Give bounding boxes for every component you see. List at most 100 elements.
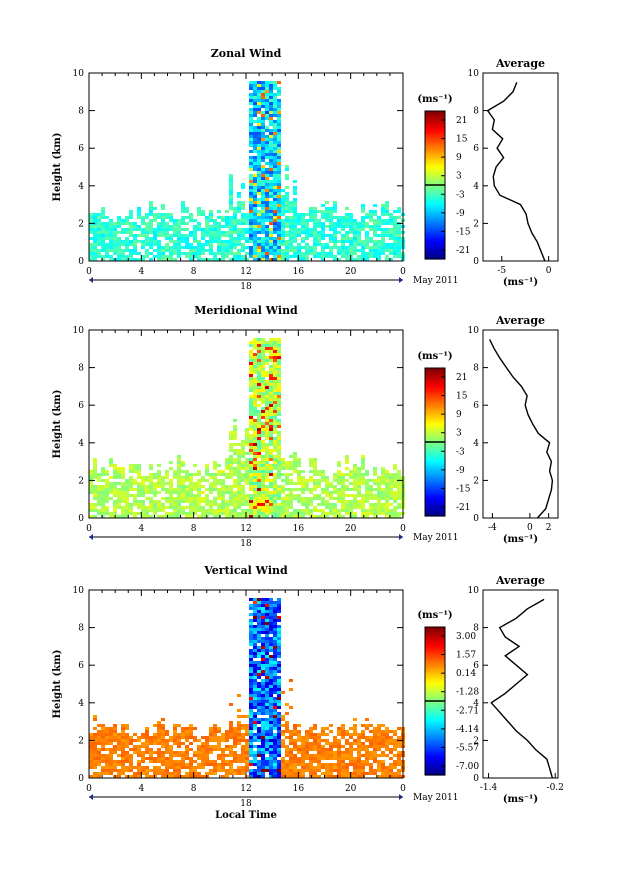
heatmap-cell [269, 240, 273, 243]
heatmap-cell [213, 769, 217, 772]
heatmap-cell [221, 766, 225, 769]
heatmap-cell [149, 482, 153, 485]
heatmap-cell [197, 210, 201, 213]
heatmap-cell [273, 210, 277, 213]
heatmap-cell [153, 234, 157, 237]
heatmap-cell [333, 237, 337, 240]
heatmap-cell [377, 512, 381, 515]
y-tick-label: 8 [78, 624, 84, 634]
heatmap-cell [393, 473, 397, 476]
heatmap-cell [249, 697, 253, 700]
profile-y-tick-label: 0 [473, 774, 479, 784]
heatmap-cell [257, 667, 261, 670]
heatmap-cell [125, 769, 129, 772]
heatmap-cell [257, 718, 261, 721]
colorbar-segment [425, 455, 445, 459]
colorbar-segment [425, 124, 445, 128]
heatmap-cell [241, 739, 245, 742]
y-tick-label: 2 [78, 736, 84, 746]
heatmap-cell [265, 464, 269, 467]
heatmap-cell [261, 431, 265, 434]
colorbar-segment [425, 476, 445, 480]
heatmap-cell [345, 772, 349, 775]
heatmap-cell [137, 748, 141, 751]
heatmap-cell [97, 252, 101, 255]
heatmap-cell [253, 380, 257, 383]
heatmap-cell [273, 129, 277, 132]
heatmap-cell [293, 249, 297, 252]
heatmap-cell [249, 727, 253, 730]
heatmap-cell [277, 168, 281, 171]
heatmap-cell [349, 246, 353, 249]
colorbar-segment [425, 430, 445, 434]
heatmap-cell [329, 482, 333, 485]
heatmap-cell [365, 772, 369, 775]
heatmap-cell [133, 751, 137, 754]
heatmap-cell [129, 240, 133, 243]
heatmap-cell [265, 640, 269, 643]
heatmap-cell [273, 114, 277, 117]
profile-line [490, 598, 554, 779]
heatmap-cell [293, 757, 297, 760]
heatmap-cell [265, 216, 269, 219]
heatmap-cell [89, 216, 93, 219]
heatmap-cell [257, 455, 261, 458]
heatmap-cell [161, 213, 165, 216]
heatmap-cell [341, 497, 345, 500]
heatmap-cell [105, 772, 109, 775]
heatmap-cell [265, 649, 269, 652]
heatmap-cell [165, 491, 169, 494]
heatmap-cell [349, 476, 353, 479]
heatmap-cell [93, 234, 97, 237]
heatmap-cell [133, 739, 137, 742]
heatmap-cell [253, 751, 257, 754]
heatmap-cell [253, 637, 257, 640]
heatmap-cell [245, 237, 249, 240]
heatmap-cell [173, 512, 177, 515]
heatmap-cell [289, 760, 293, 763]
heatmap-cell [281, 766, 285, 769]
heatmap-cell [161, 739, 165, 742]
heatmap-cell [301, 222, 305, 225]
heatmap-cell [333, 757, 337, 760]
heatmap-cell [149, 222, 153, 225]
heatmap-cell [249, 497, 253, 500]
heatmap-cell [345, 769, 349, 772]
heatmap-cell [265, 413, 269, 416]
heatmap-cell [301, 213, 305, 216]
heatmap-cell [273, 144, 277, 147]
heatmap-cell [89, 231, 93, 234]
heatmap-cell [373, 730, 377, 733]
heatmap-cell [145, 222, 149, 225]
heatmap-cell [89, 506, 93, 509]
heatmap-cell [361, 467, 365, 470]
heatmap-cell [293, 452, 297, 455]
heatmap-cell [177, 455, 181, 458]
heatmap-cell [265, 171, 269, 174]
heatmap-cell [257, 706, 261, 709]
heatmap-cell [181, 228, 185, 231]
heatmap-cell [201, 231, 205, 234]
colorbar-segment [425, 483, 445, 487]
heatmap-cell [261, 757, 265, 760]
heatmap-cell [113, 225, 117, 228]
heatmap-cell [373, 515, 377, 518]
heatmap-cell [161, 216, 165, 219]
heatmap-cell [125, 515, 129, 518]
heatmap-cell [277, 721, 281, 724]
heatmap-cell [301, 748, 305, 751]
heatmap-cell [153, 757, 157, 760]
heatmap-cell [277, 488, 281, 491]
heatmap-cell [277, 640, 281, 643]
heatmap-cell [221, 216, 225, 219]
heatmap-cell [269, 156, 273, 159]
colorbar-segment [425, 756, 445, 760]
heatmap-cell [341, 760, 345, 763]
heatmap-cell [265, 437, 269, 440]
heatmap-cell [273, 174, 277, 177]
heatmap-cell [245, 754, 249, 757]
heatmap-cell [357, 231, 361, 234]
heatmap-cell [205, 509, 209, 512]
heatmap-cell [273, 482, 277, 485]
heatmap-cell [261, 760, 265, 763]
